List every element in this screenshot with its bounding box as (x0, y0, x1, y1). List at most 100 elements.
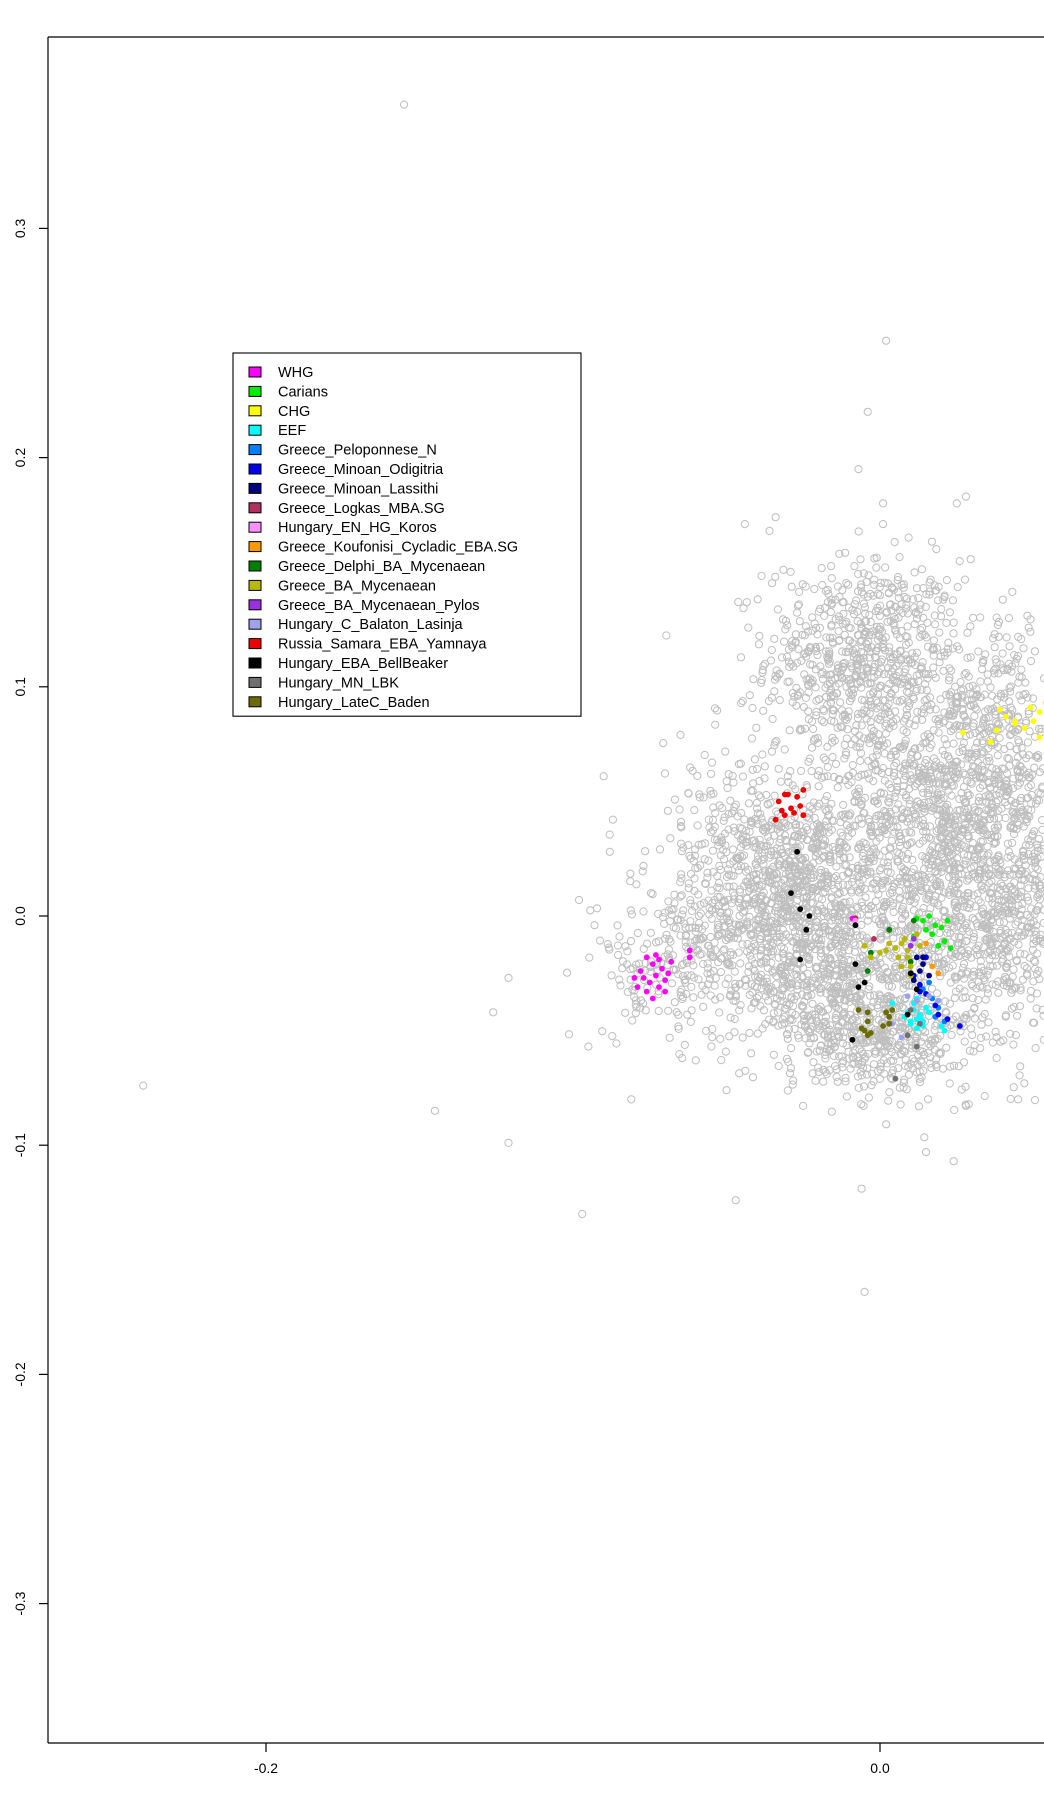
background-sample-point (947, 791, 956, 800)
background-sample-point (935, 780, 944, 789)
data-point (904, 993, 911, 1000)
background-sample-point (983, 705, 993, 714)
background-sample-point (865, 610, 874, 620)
background-sample-point (852, 596, 861, 605)
background-sample-point (904, 638, 913, 647)
data-point (932, 922, 939, 929)
background-sample-point (834, 775, 844, 784)
data-point (640, 975, 647, 981)
background-sample-point (1008, 587, 1017, 597)
background-sample-point (820, 611, 829, 621)
data-point (886, 940, 893, 947)
background-sample-point (892, 782, 902, 792)
background-sample-point (904, 688, 913, 698)
data-point (996, 706, 1003, 713)
background-sample-point (949, 711, 958, 720)
background-sample-point (1006, 731, 1015, 740)
background-sample-point (982, 757, 991, 766)
legend-swatch (248, 579, 262, 591)
background-sample-point (856, 749, 866, 758)
background-sample-point (810, 584, 819, 594)
background-sample-point (949, 820, 958, 830)
background-sample-point (925, 590, 934, 599)
data-point (653, 952, 659, 958)
legend-label: Hungary_C_Balaton_Lasinja (278, 617, 464, 633)
background-sample-point (819, 718, 828, 727)
background-sample-point (856, 555, 865, 564)
data-point (852, 961, 859, 967)
background-sample-point (850, 562, 859, 571)
background-sample-point (1033, 753, 1043, 763)
background-sample-point (801, 582, 810, 591)
background-sample-point (799, 703, 809, 712)
background-sample-point (938, 746, 947, 755)
background-sample-point (886, 600, 895, 609)
background-sample-point (803, 646, 813, 656)
background-sample-point (800, 670, 809, 679)
data-point (892, 945, 899, 951)
background-sample-point (745, 691, 754, 700)
background-sample-point (810, 619, 819, 628)
background-sample-point (958, 743, 967, 752)
background-sample-point (860, 657, 869, 667)
background-sample-point (814, 782, 823, 791)
background-sample-point (1013, 781, 1023, 790)
legend-label: Hungary_EN_HG_Koros (278, 520, 437, 536)
data-point (883, 947, 889, 954)
background-sample-point (921, 822, 930, 831)
background-sample-point (856, 637, 865, 646)
data-point (668, 958, 675, 965)
background-sample-point (994, 813, 1004, 823)
background-sample-point (749, 675, 758, 684)
background-sample-point (912, 608, 921, 617)
background-sample-point (854, 569, 863, 579)
background-sample-point (1014, 772, 1024, 782)
background-sample-point (869, 727, 879, 736)
background-sample-point (944, 676, 954, 685)
background-sample-point (889, 653, 898, 662)
background-sample-point (880, 776, 890, 785)
background-sample-point (873, 644, 882, 653)
background-sample-point (902, 655, 911, 664)
data-point (643, 988, 650, 995)
background-sample-point (966, 555, 975, 564)
background-sample-point (833, 689, 842, 698)
background-sample-point (865, 733, 874, 742)
background-sample-point (831, 759, 841, 769)
background-sample-point (912, 751, 922, 760)
background-sample-point (918, 715, 927, 725)
background-sample-point (823, 763, 832, 772)
background-sample-point (775, 696, 784, 705)
legend-label: Greece_BA_Mycenaean (278, 578, 436, 594)
background-sample-point (1008, 838, 1017, 848)
x-tick-label: -0.2 (254, 1760, 278, 1776)
background-sample-point (823, 585, 832, 595)
background-sample-point (873, 589, 883, 599)
background-sample-point (949, 739, 958, 748)
background-sample-point (963, 788, 972, 798)
data-point (634, 984, 641, 990)
background-sample-point (949, 644, 958, 653)
background-sample-point (785, 662, 794, 672)
background-sample-point (901, 651, 910, 660)
background-sample-point (845, 636, 855, 645)
background-sample-point (868, 845, 877, 854)
legend-swatch (248, 521, 262, 533)
data-point (907, 1018, 914, 1025)
background-sample-point (834, 627, 843, 636)
background-sample-point (869, 777, 878, 786)
background-sample-point (851, 735, 860, 744)
background-sample-point (812, 707, 821, 717)
background-sample-point (932, 805, 941, 814)
background-sample-point (818, 675, 828, 684)
background-sample-point (912, 715, 921, 725)
background-sample-point (1006, 852, 1015, 861)
background-sample-point (905, 759, 914, 768)
background-sample-point (939, 718, 948, 727)
background-sample-point (704, 856, 713, 865)
background-sample-point (963, 876, 972, 885)
background-sample-point (852, 667, 861, 676)
data-point (797, 906, 804, 912)
background-sample-point (759, 661, 768, 671)
background-sample-point (816, 662, 825, 671)
